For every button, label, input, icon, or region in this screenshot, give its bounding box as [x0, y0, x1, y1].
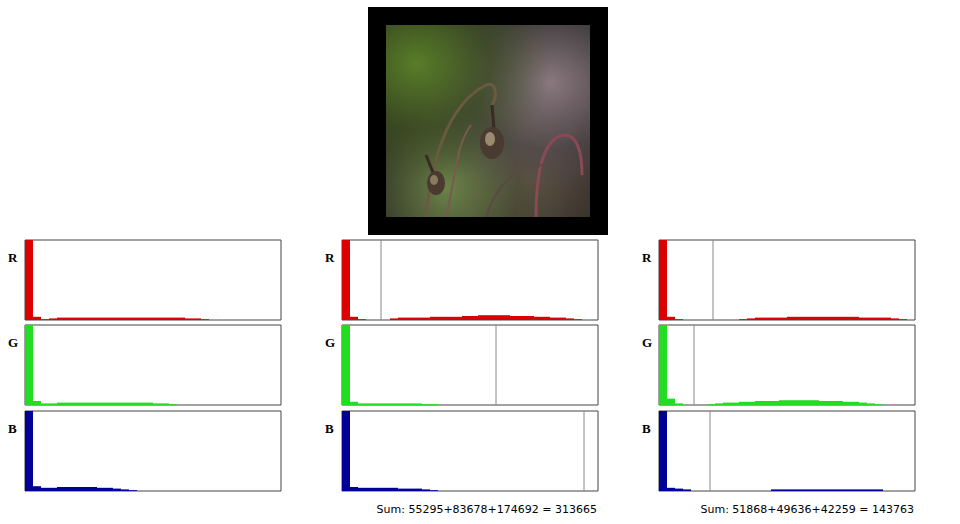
svg-text:R: R [325, 250, 335, 265]
svg-text:G: G [8, 335, 18, 350]
svg-text:B: B [642, 421, 651, 436]
svg-text:R: R [642, 250, 652, 265]
svg-text:R: R [8, 250, 18, 265]
svg-text:Sum: 51868+49636+42259 = 14376: Sum: 51868+49636+42259 = 143763 [701, 503, 915, 516]
svg-text:B: B [325, 421, 334, 436]
svg-text:Sum: 55295+83678+174692 = 3136: Sum: 55295+83678+174692 = 313665 [377, 503, 597, 516]
svg-text:B: B [8, 421, 17, 436]
svg-text:G: G [325, 335, 335, 350]
svg-text:G: G [642, 335, 652, 350]
